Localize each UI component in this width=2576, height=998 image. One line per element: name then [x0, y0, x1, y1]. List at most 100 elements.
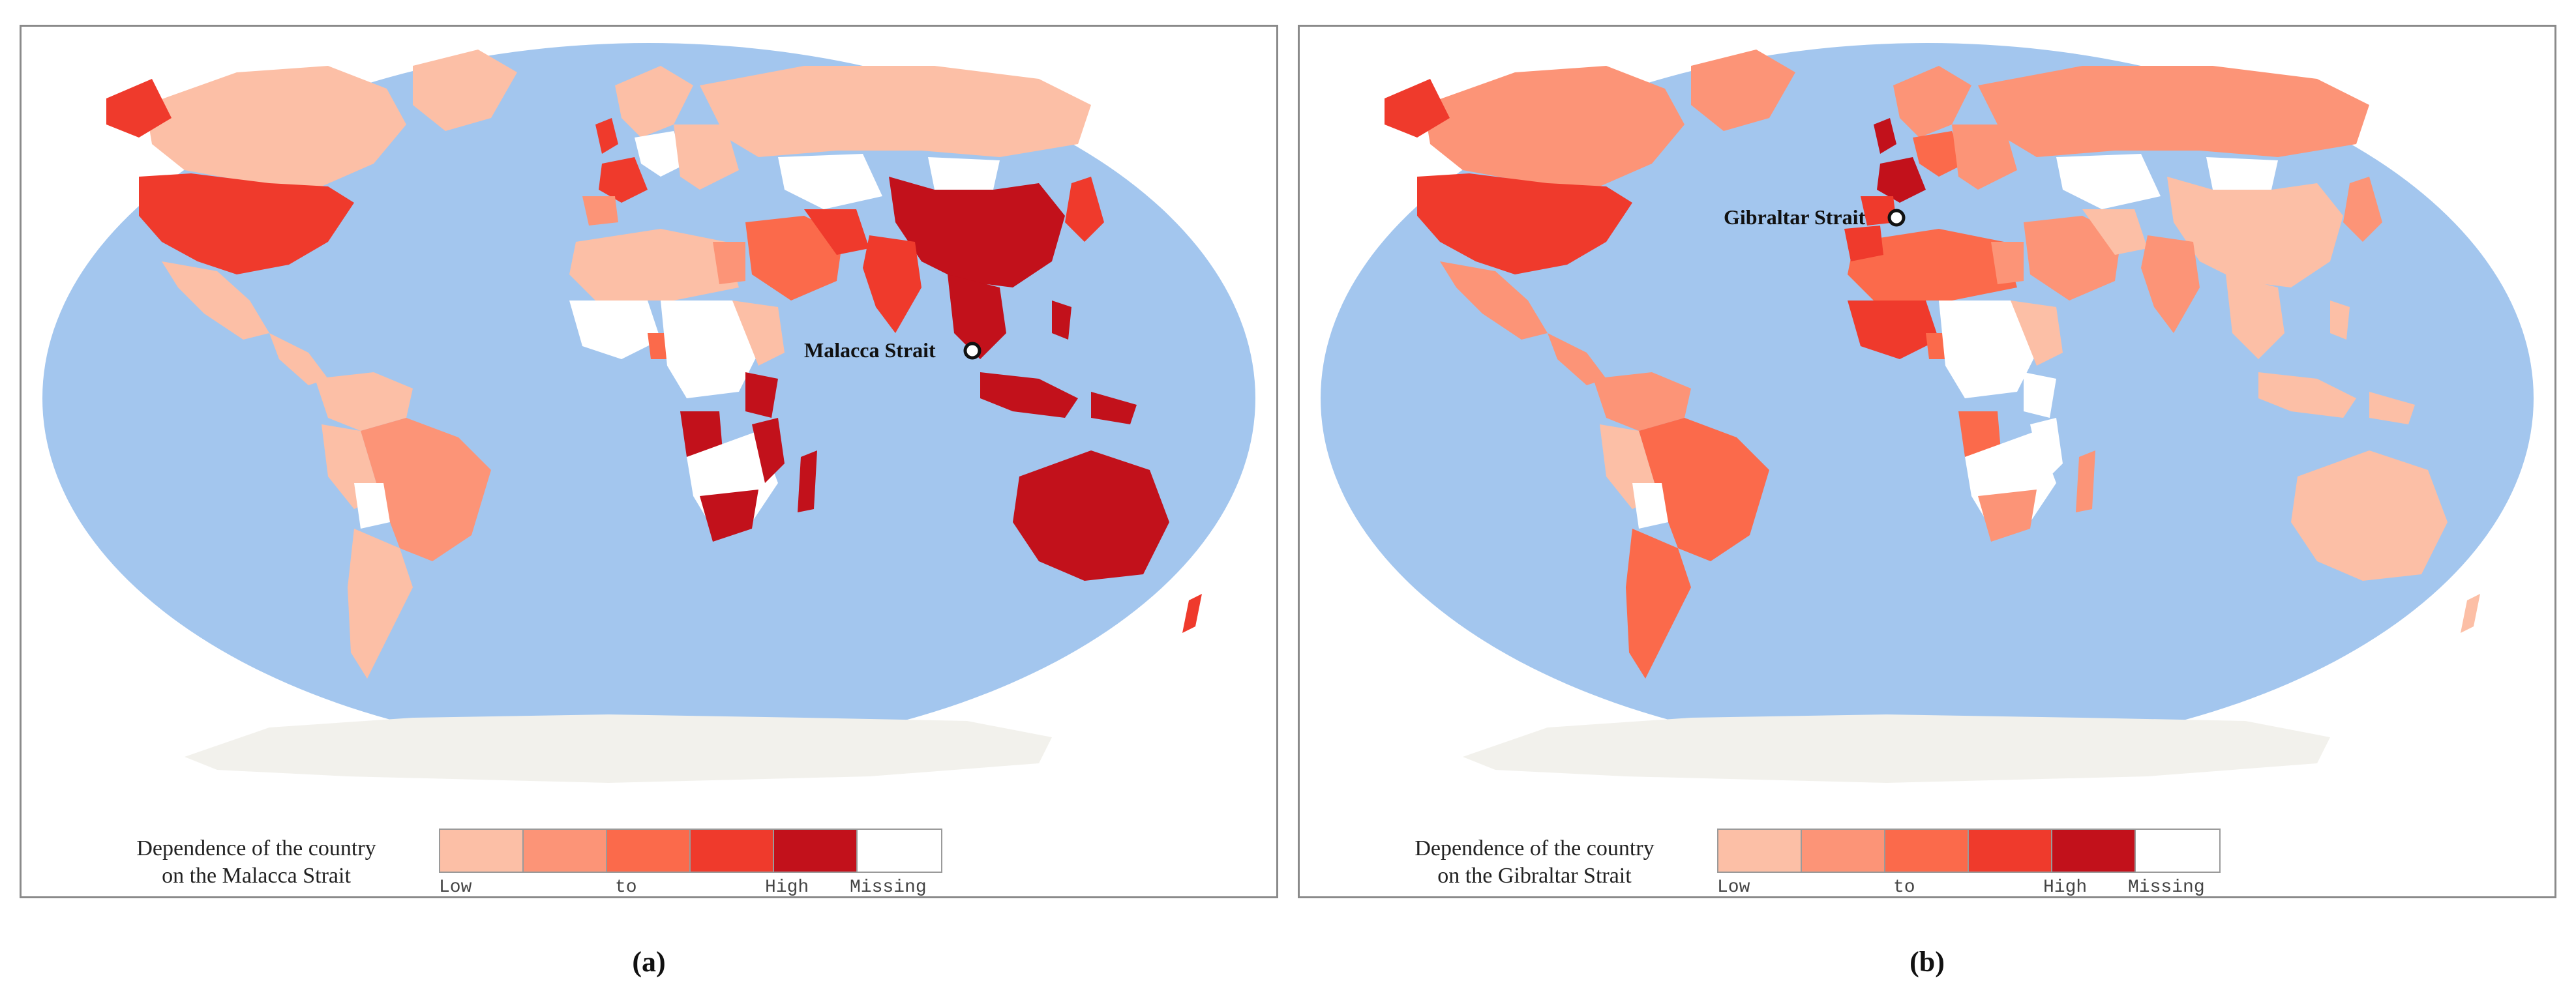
- country-central-america: [269, 333, 328, 385]
- country-india: [2141, 235, 2200, 333]
- country-middle-east: [2024, 216, 2121, 301]
- legend-labels: Low to High Missing: [1717, 877, 2219, 903]
- legend-label-missing: Missing: [2128, 877, 2205, 898]
- country-west-africa: [569, 301, 661, 359]
- country-morocco: [1844, 226, 1883, 261]
- country-canada: [145, 66, 406, 186]
- country-scandinavia: [615, 66, 693, 138]
- antarctica: [185, 714, 1052, 783]
- country-mozambique: [752, 418, 785, 483]
- legend-label-high: High: [765, 877, 809, 898]
- country-madagascar: [798, 450, 817, 512]
- country-southeast-asia: [2226, 274, 2284, 359]
- country-philippines: [1052, 301, 1071, 340]
- country-png: [1091, 392, 1137, 424]
- legend-label-to: to: [615, 877, 637, 898]
- country-usa: [139, 173, 354, 274]
- country-new-zealand: [2461, 594, 2480, 633]
- legend-label-missing: Missing: [850, 877, 927, 898]
- legend-label-low: Low: [439, 877, 472, 898]
- strait-label: Malacca Strait: [804, 338, 936, 362]
- country-greenland: [413, 50, 517, 131]
- legend-label-to: to: [1893, 877, 1915, 898]
- country-tanzania: [2024, 372, 2056, 418]
- country-mexico: [162, 261, 269, 340]
- legend-swatch-1: [440, 830, 524, 872]
- legend-swatch-missing: [858, 830, 941, 872]
- country-west-africa: [1848, 301, 1939, 359]
- country-north-africa: [1848, 229, 2017, 301]
- country-bolivia: [354, 483, 390, 529]
- legend-color-scale: [1717, 829, 2221, 873]
- country-mexico: [1440, 261, 1548, 340]
- country-egypt: [1991, 242, 2024, 284]
- country-mongolia: [928, 157, 1000, 190]
- country-kazakhstan: [778, 154, 882, 209]
- legend-swatch-1: [1718, 830, 1802, 872]
- legend-label-high: High: [2043, 877, 2088, 898]
- legend-swatch-2: [524, 830, 607, 872]
- country-north-africa: [569, 229, 739, 301]
- country-mozambique: [2030, 418, 2063, 483]
- country-germany-central: [635, 131, 687, 177]
- country-scandinavia: [1893, 66, 1971, 138]
- map-panel-b: Gibraltar Strait Dependence of the count…: [1298, 25, 2556, 898]
- country-germany-central: [1913, 131, 1965, 177]
- country-australia: [1013, 450, 1169, 581]
- country-central-america: [1548, 333, 1606, 385]
- country-canada: [1424, 66, 1685, 186]
- country-uk: [1874, 118, 1896, 154]
- country-madagascar: [2076, 450, 2095, 512]
- country-east-africa: [732, 301, 785, 366]
- strait-marker: [1887, 209, 1906, 227]
- world-map-malacca: Malacca Strait: [42, 43, 1255, 783]
- country-argentina-chile: [348, 529, 413, 679]
- legend-color-scale: [439, 829, 942, 873]
- legend-swatch-5: [774, 830, 858, 872]
- legend-swatch-3: [1885, 830, 1969, 872]
- legend-swatch-missing: [2136, 830, 2219, 872]
- country-india: [863, 235, 921, 333]
- legend-swatch-4: [691, 830, 774, 872]
- map-panel-a: Malacca Strait Dependence of the country…: [20, 25, 1278, 898]
- legend-swatch-3: [607, 830, 691, 872]
- country-bolivia: [1632, 483, 1668, 529]
- country-middle-east: [745, 216, 843, 301]
- caption-b: (b): [1910, 946, 1945, 978]
- country-japan-korea: [2343, 177, 2382, 242]
- legend-swatch-5: [2052, 830, 2136, 872]
- country-new-zealand: [1182, 594, 1202, 633]
- country-argentina-chile: [1626, 529, 1691, 679]
- legend-label-low: Low: [1717, 877, 1750, 898]
- country-south-africa: [1978, 490, 2037, 542]
- country-france: [599, 157, 648, 203]
- legend-title: Dependence of the country on the Malacca…: [136, 836, 376, 888]
- legend-labels: Low to High Missing: [439, 877, 941, 903]
- country-kazakhstan: [2056, 154, 2161, 209]
- strait-label: Gibraltar Strait: [1724, 205, 1866, 229]
- country-indonesia: [980, 372, 1078, 418]
- country-tanzania: [745, 372, 778, 418]
- country-central-africa: [661, 301, 758, 398]
- world-map-gibraltar: Gibraltar Strait: [1321, 43, 2534, 783]
- country-indonesia: [2258, 372, 2356, 418]
- country-angola: [1958, 411, 2001, 457]
- country-china: [2167, 177, 2343, 287]
- country-philippines: [2330, 301, 2350, 340]
- country-alaska: [1385, 79, 1450, 138]
- antarctica: [1463, 714, 2330, 783]
- country-colombia-venezuela: [1593, 372, 1691, 431]
- country-mongolia: [2206, 157, 2278, 190]
- country-south-africa: [700, 490, 758, 542]
- country-usa: [1417, 173, 1632, 274]
- country-uk: [595, 118, 618, 154]
- country-china: [889, 177, 1065, 287]
- country-southeast-asia: [948, 274, 1006, 359]
- country-iberia: [1861, 196, 1896, 226]
- country-eastern-europe: [674, 125, 739, 190]
- country-iran: [2082, 209, 2148, 255]
- country-brazil: [1639, 418, 1769, 561]
- country-russia: [700, 66, 1091, 157]
- legend-swatch-2: [1802, 830, 1885, 872]
- country-egypt: [713, 242, 745, 284]
